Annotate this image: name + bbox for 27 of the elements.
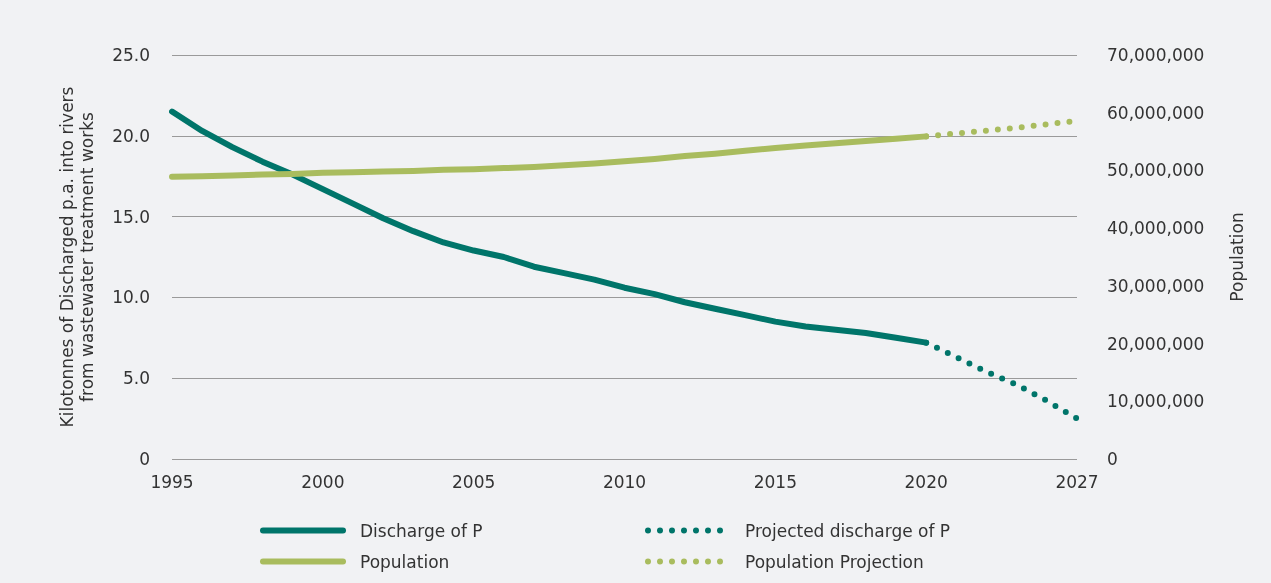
y2-tick-label: 10,000,000 [1107,391,1205,412]
legend-label: Projected discharge of P [745,520,951,541]
y-tick-label: 25.0 [112,45,150,65]
legend-label: Discharge of P [360,520,483,541]
y2-tick-label: 70,000,000 [1107,45,1205,65]
x-tick-label: 2020 [904,471,948,492]
y-tick-label: 15.0 [112,206,150,227]
y2-tick-label: 20,000,000 [1107,333,1205,354]
y2-tick-label: 50,000,000 [1107,160,1205,181]
y-tick-label: 10.0 [112,287,150,308]
x-tick-label: 2027 [1055,471,1099,492]
x-tick-label: 2005 [452,471,496,492]
y2-axis-title: Population [1227,212,1247,302]
y2-tick-label: 40,000,000 [1107,218,1205,239]
y-tick-label: 20.0 [112,125,150,146]
x-tick-label: 1995 [150,471,194,492]
legend-label: Population Projection [745,551,924,572]
y-axis-title: Kilotonnes of Discharged p.a. into rivers from wastewater treatment works [57,86,97,428]
x-tick-label: 2010 [602,471,647,492]
y2-tick-label: 60,000,000 [1107,102,1205,123]
y-tick-label: 5.0 [122,368,150,389]
legend-label: Population [360,551,450,572]
x-tick-label: 2015 [753,471,797,492]
y2-tick-label: 0 [1107,449,1118,469]
y2-tick-label: 30,000,000 [1107,275,1205,296]
x-tick-label: 2000 [301,471,345,492]
y-tick-label: 0 [139,449,150,469]
